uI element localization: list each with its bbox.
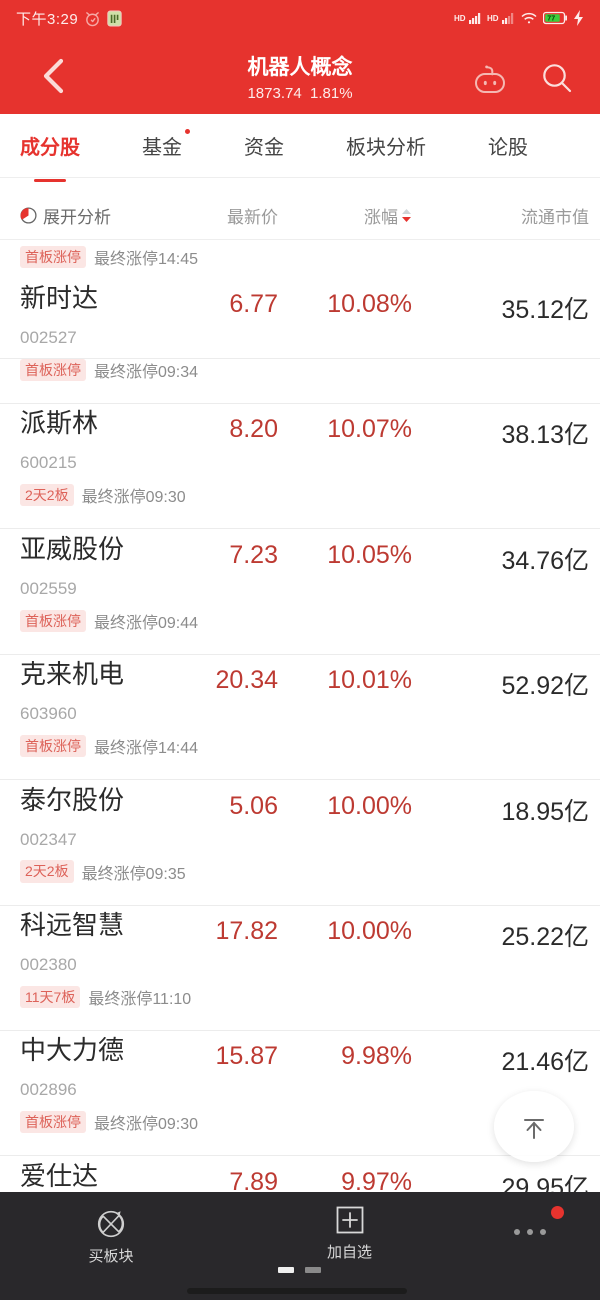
svg-text:HD: HD [454, 14, 466, 23]
svg-text:HD: HD [487, 14, 499, 23]
svg-text:77: 77 [547, 15, 555, 22]
